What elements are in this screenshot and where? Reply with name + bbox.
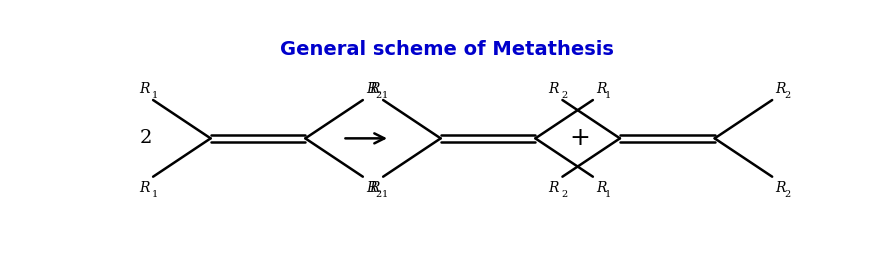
Text: 1: 1: [605, 91, 611, 101]
Text: 2: 2: [561, 91, 567, 101]
Text: 2: 2: [784, 91, 791, 101]
Text: 1: 1: [152, 190, 158, 199]
Text: R: R: [596, 82, 607, 96]
Text: R: R: [367, 181, 377, 195]
Text: R: R: [139, 82, 150, 96]
Text: R: R: [548, 181, 559, 195]
Text: R: R: [139, 181, 150, 195]
Text: 1: 1: [382, 91, 388, 101]
Text: 2: 2: [375, 190, 382, 199]
Text: R: R: [775, 181, 786, 195]
Text: General scheme of Metathesis: General scheme of Metathesis: [280, 40, 615, 58]
Text: R: R: [369, 181, 380, 195]
Text: 1: 1: [382, 190, 388, 199]
Text: 2: 2: [141, 129, 153, 147]
Text: R: R: [548, 82, 559, 96]
Text: +: +: [569, 126, 590, 150]
Text: 2: 2: [375, 91, 382, 101]
Text: R: R: [367, 82, 377, 96]
Text: 1: 1: [605, 190, 611, 199]
Text: 1: 1: [152, 91, 158, 101]
Text: R: R: [369, 82, 380, 96]
Text: R: R: [775, 82, 786, 96]
Text: 2: 2: [784, 190, 791, 199]
Text: R: R: [596, 181, 607, 195]
Text: 2: 2: [561, 190, 567, 199]
